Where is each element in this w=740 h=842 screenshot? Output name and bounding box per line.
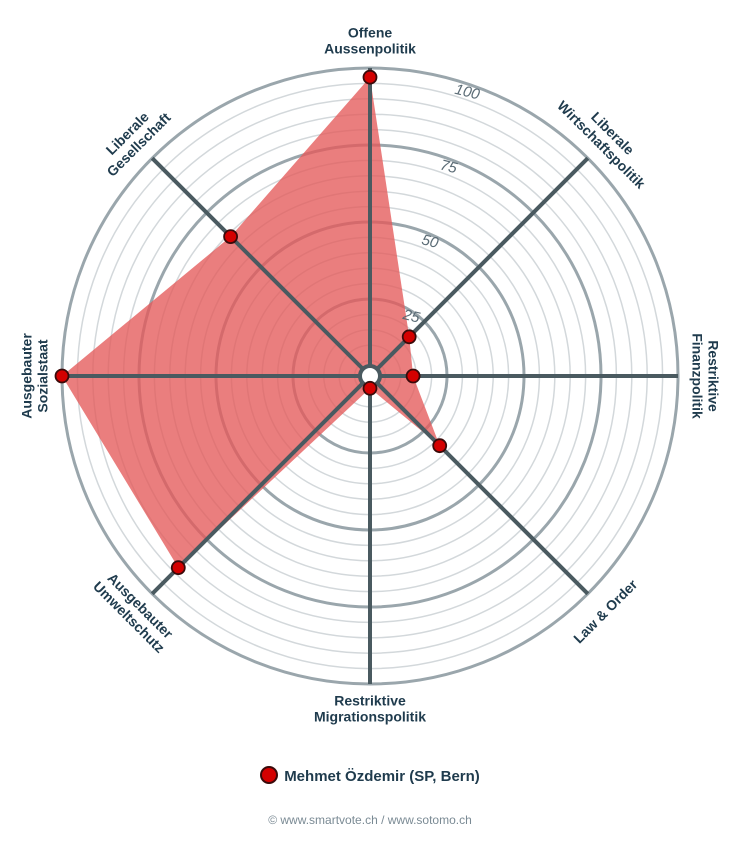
axis-label-line: Ausgebauter [19,333,35,419]
tick-label: 50 [420,231,441,252]
tick-label: 75 [438,157,459,178]
axis-label-line: Migrationspolitik [314,709,426,725]
data-point [432,438,448,454]
series-area [62,77,440,568]
axis-label-line: Restriktive [334,693,406,709]
legend: Mehmet Özdemir (SP, Bern) [0,766,740,785]
axis-label-line: Offene [348,25,393,41]
data-point [401,329,417,345]
data-point [54,368,70,384]
axis-spoke [150,156,372,378]
data-point [170,560,186,576]
axis-spoke [368,156,590,378]
axis-label-line: Restriktive [705,340,721,412]
legend-label: Mehmet Özdemir (SP, Bern) [284,768,480,785]
data-point [362,380,378,396]
axis-layer [62,68,678,684]
footer-credit: © www.smartvote.ch / www.sotomo.ch [268,813,472,827]
axis-label: Ausgebauter Sozialstaat [19,333,51,419]
tick-layer: 25 50 75 100 [400,81,482,327]
axis-label-line: Finanzpolitik [689,333,705,419]
tick-label: 25 [400,306,422,327]
axis-label-line: Aussenpolitik [324,41,416,57]
axis-label-line: Sozialstaat [35,339,51,412]
legend-marker-icon [260,766,279,784]
marker-layer [54,69,448,576]
data-point [405,368,421,384]
tick-label: 100 [453,81,482,104]
axis-spoke [368,374,590,596]
axis-spoke [150,374,372,596]
data-point [223,229,239,245]
data-point [362,69,378,85]
area-layer [62,77,440,568]
